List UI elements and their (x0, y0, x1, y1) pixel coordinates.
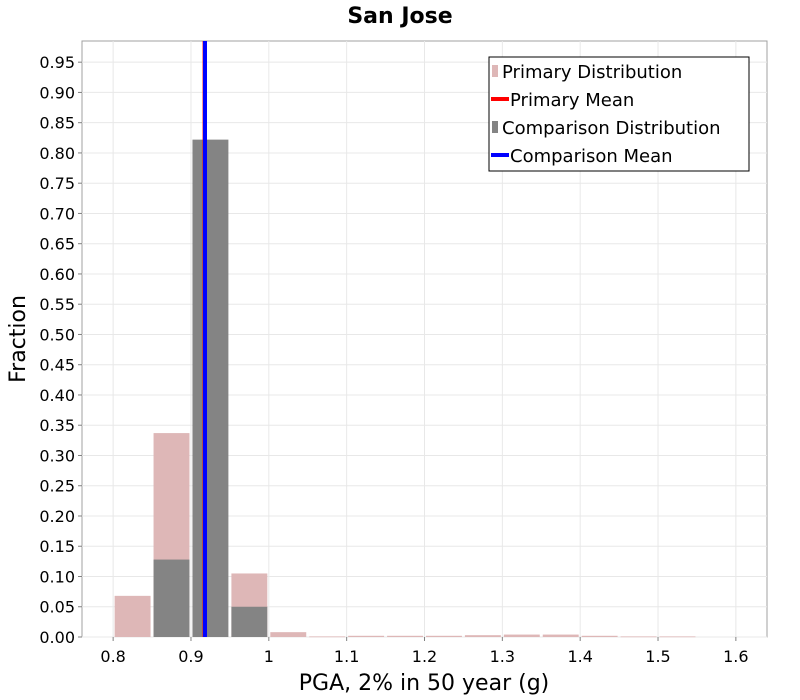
legend-label: Comparison Mean (510, 146, 673, 167)
y-tick-label: 0.05 (39, 598, 75, 617)
primary-bar (542, 634, 579, 637)
y-tick-label: 0.55 (39, 295, 75, 314)
y-tick-label: 0.70 (39, 204, 75, 223)
legend-label: Primary Distribution (502, 62, 682, 83)
x-tick-label: 0.9 (178, 647, 203, 666)
legend-label: Comparison Distribution (502, 118, 721, 139)
primary-bar (114, 595, 151, 637)
x-tick-label: 1.5 (645, 647, 670, 666)
y-tick-label: 0.25 (39, 477, 75, 496)
y-tick-label: 0.45 (39, 356, 75, 375)
legend-swatch-line (491, 97, 509, 101)
comparison-bar (192, 139, 229, 637)
tick-labels: 0.00 0.05 0.10 0.15 0.20 0.25 0.30 0.35 0.40 0.45… (39, 53, 748, 666)
x-tick-label: 1.1 (334, 647, 359, 666)
comparison-bar (231, 606, 268, 637)
primary-bar (309, 636, 346, 638)
y-tick-label: 0.80 (39, 144, 75, 163)
legend-box (488, 56, 750, 172)
y-tick-label: 0.65 (39, 235, 75, 254)
x-tick-label: 1.6 (723, 647, 748, 666)
x-tick-label: 1.3 (490, 647, 515, 666)
y-tick-label: 0.50 (39, 325, 75, 344)
legend-label: Primary Mean (510, 90, 634, 111)
primary-bar (659, 636, 696, 638)
y-tick-label: 0.20 (39, 507, 75, 526)
y-axis-title: Fraction (6, 295, 31, 383)
comparison-bar (153, 559, 190, 637)
primary-bar (503, 634, 540, 637)
x-tick-label: 1.2 (412, 647, 437, 666)
primary-bar (620, 636, 657, 638)
y-tick-label: 0.40 (39, 386, 75, 405)
primary-bar (581, 635, 618, 637)
legend-swatch-line (491, 153, 509, 157)
x-tick-label: 0.8 (100, 647, 125, 666)
y-tick-label: 0.60 (39, 265, 75, 284)
legend: Primary Distribution Primary Mean Comparis… (488, 56, 750, 172)
y-tick-label: 0.90 (39, 83, 75, 102)
y-tick-label: 0.30 (39, 446, 75, 465)
y-tick-label: 0.10 (39, 567, 75, 586)
primary-bar (387, 635, 423, 637)
y-tick-label: 0.75 (39, 174, 75, 193)
primary-bar (348, 635, 385, 637)
chart-title: San Jose (347, 4, 452, 29)
y-tick-label: 0.35 (39, 416, 75, 435)
y-tick-label: 0.85 (39, 114, 75, 133)
x-tick-label: 1.4 (567, 647, 592, 666)
primary-bar (426, 635, 462, 637)
histogram-bars (114, 139, 696, 638)
y-tick-label: 0.95 (39, 53, 75, 72)
legend-swatch-box (492, 65, 498, 77)
legend-swatch-box (492, 121, 498, 133)
x-axis-title: PGA, 2% in 50 year (g) (299, 671, 550, 696)
primary-bar (464, 635, 501, 637)
primary-bar (270, 632, 307, 637)
y-tick-label: 0.15 (39, 537, 75, 556)
y-tick-label: 0.00 (39, 628, 75, 647)
x-tick-label: 1 (264, 647, 274, 666)
